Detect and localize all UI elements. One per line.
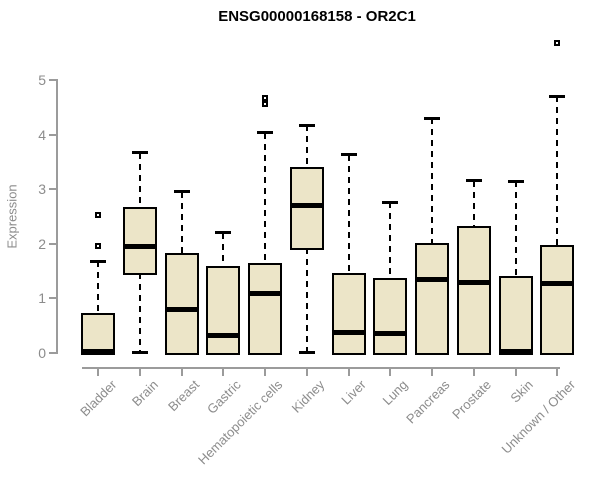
boxplot-box: [289, 167, 324, 250]
boxplot-box: [456, 226, 491, 355]
y-tick-label: 5: [38, 71, 46, 88]
lower-whisker-cap: [298, 351, 315, 355]
upper-whisker-cap: [465, 179, 482, 183]
x-tick-label: Bladder: [76, 377, 119, 420]
median-line: [415, 276, 450, 282]
upper-whisker-cap: [549, 94, 566, 98]
upper-whisker: [514, 181, 517, 276]
chart-title: ENSG00000168158 - OR2C1: [218, 8, 416, 25]
upper-whisker: [264, 132, 267, 264]
x-axis-tick: [347, 369, 350, 376]
upper-whisker-cap: [382, 200, 399, 204]
x-axis-tick: [264, 369, 267, 376]
median-line: [331, 330, 366, 336]
upper-whisker: [556, 96, 559, 245]
y-tick-label: 1: [38, 290, 46, 307]
upper-whisker-cap: [257, 131, 274, 135]
upper-whisker-cap: [507, 179, 524, 183]
median-line: [81, 348, 116, 354]
x-axis-tick: [431, 369, 434, 376]
y-tick-label: 0: [38, 344, 46, 361]
upper-whisker-cap: [90, 259, 107, 263]
upper-whisker-cap: [424, 116, 441, 120]
outlier-point: [262, 95, 269, 102]
upper-whisker: [305, 125, 308, 168]
y-axis-tick: [49, 78, 56, 81]
x-axis-tick: [472, 369, 475, 376]
y-axis-tick: [49, 351, 56, 354]
y-tick-label: 2: [38, 235, 46, 252]
boxplot-box: [498, 275, 533, 355]
x-axis-tick: [389, 369, 392, 376]
y-axis-tick: [49, 242, 56, 245]
boxplot-box: [248, 263, 283, 355]
median-line: [164, 306, 199, 312]
y-axis-line: [56, 78, 58, 354]
upper-whisker: [139, 152, 142, 207]
x-tick-label: Gastric: [204, 377, 245, 417]
x-axis-tick: [97, 369, 100, 376]
boxplot-box: [540, 244, 575, 355]
median-line: [123, 244, 158, 250]
lower-whisker-cap: [132, 351, 149, 355]
x-axis-tick: [305, 369, 308, 376]
median-line: [248, 291, 283, 297]
median-line: [373, 331, 408, 337]
upper-whisker: [431, 118, 434, 244]
x-axis-tick: [222, 369, 225, 376]
median-line: [289, 203, 324, 209]
x-tick-label: Prostate: [449, 377, 495, 422]
x-tick-label: Liver: [338, 377, 370, 408]
boxplot-box: [373, 277, 408, 355]
upper-whisker-cap: [173, 190, 190, 194]
median-line: [456, 279, 491, 285]
median-line: [540, 281, 575, 287]
upper-whisker: [97, 261, 100, 314]
x-tick-label: Breast: [165, 377, 203, 415]
boxplot-box: [164, 252, 199, 355]
upper-whisker-cap: [215, 231, 232, 235]
upper-whisker-cap: [298, 123, 315, 127]
boxplot-box: [415, 243, 450, 355]
x-tick-label: Pancreas: [403, 377, 453, 427]
boxplot-box: [123, 206, 158, 276]
boxplot-box: [206, 265, 241, 355]
y-axis-tick: [49, 133, 56, 136]
upper-whisker: [347, 154, 350, 273]
x-axis-tick: [556, 369, 559, 376]
y-axis-tick: [49, 188, 56, 191]
y-axis-label: Expression: [4, 184, 20, 249]
y-axis-tick: [49, 297, 56, 300]
upper-whisker-cap: [340, 153, 357, 157]
upper-whisker-cap: [132, 151, 149, 154]
y-tick-label: 4: [38, 126, 46, 143]
upper-whisker: [389, 202, 392, 278]
y-tick-label: 3: [38, 181, 46, 198]
x-tick-label: Kidney: [288, 377, 328, 416]
x-tick-label: Lung: [379, 377, 411, 409]
upper-whisker: [472, 180, 475, 227]
median-line: [498, 349, 533, 355]
upper-whisker: [222, 232, 225, 266]
x-axis-tick: [139, 369, 142, 376]
boxplot-box: [81, 313, 116, 355]
median-line: [206, 332, 241, 338]
outlier-point: [95, 212, 102, 219]
lower-whisker: [139, 273, 142, 353]
outlier-point: [262, 100, 269, 107]
x-tick-label: Brain: [128, 377, 161, 410]
outlier-point: [554, 39, 561, 46]
x-tick-label: Unknown / Other: [498, 377, 578, 457]
upper-whisker: [180, 191, 183, 253]
outlier-point: [95, 242, 102, 249]
x-axis-tick: [514, 369, 517, 376]
x-axis-tick: [180, 369, 183, 376]
boxplot-box: [331, 272, 366, 355]
x-axis-line: [82, 367, 560, 369]
lower-whisker: [305, 247, 308, 353]
x-tick-label: Skin: [507, 377, 537, 406]
